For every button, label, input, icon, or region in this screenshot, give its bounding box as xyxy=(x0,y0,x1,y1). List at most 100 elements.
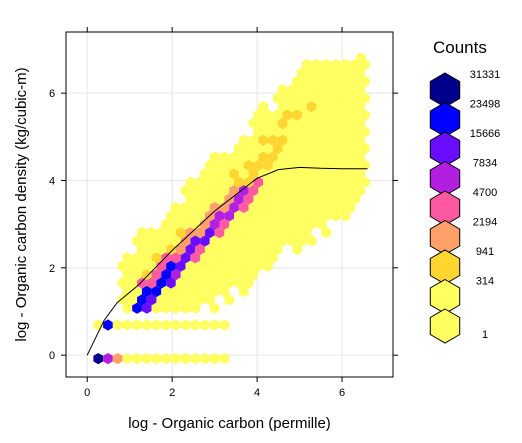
hex-cell xyxy=(146,294,157,306)
hex-cell xyxy=(360,75,370,87)
hex-cell xyxy=(151,285,162,297)
hex-cell xyxy=(195,260,205,272)
hex-cell xyxy=(253,260,264,272)
axis-ticks: 0 2 4 6 0 2 4 6 xyxy=(49,27,398,399)
hex-cell xyxy=(175,294,186,306)
legend: Counts 31331 23498 15666 7834 4700 2194 941 314… xyxy=(429,38,501,344)
hex-cell xyxy=(166,227,176,239)
hex-cell xyxy=(248,235,259,247)
hex-cell xyxy=(204,176,215,188)
hex-cell xyxy=(277,218,288,230)
hex-cell xyxy=(170,252,181,264)
hex-cell xyxy=(297,218,307,230)
hex-cell xyxy=(306,151,317,163)
hex-cell xyxy=(282,92,293,104)
hex-cell xyxy=(321,109,332,121)
legend-label: 314 xyxy=(476,276,494,288)
hex-cell xyxy=(345,84,356,96)
hex-cell xyxy=(355,168,365,180)
hex-cell xyxy=(234,193,244,205)
hex-cell xyxy=(141,269,152,281)
hex-cell xyxy=(122,302,133,314)
hex-cell xyxy=(214,210,225,222)
hex-cell xyxy=(117,260,128,272)
hex-cell xyxy=(234,176,244,188)
hex-cell xyxy=(306,185,317,197)
hex-cell xyxy=(321,75,332,87)
hex-cell xyxy=(355,185,365,197)
hex-cell xyxy=(190,353,201,365)
hex-cell xyxy=(360,143,370,155)
smooth-line xyxy=(86,166,368,356)
hex-cell xyxy=(301,126,312,138)
hex-cell xyxy=(331,176,341,188)
hex-cell xyxy=(356,52,366,64)
hex-cell xyxy=(180,185,191,197)
hex-cell xyxy=(258,235,268,247)
hex-cell xyxy=(345,67,356,79)
hex-cell xyxy=(209,185,220,197)
hex-cell xyxy=(238,201,249,213)
hex-cell xyxy=(340,159,351,171)
hex-cell xyxy=(263,243,273,255)
hex-cell xyxy=(267,151,278,163)
hex-cell xyxy=(282,143,293,155)
hex-cell xyxy=(161,353,171,365)
hex-cell xyxy=(200,319,210,331)
hex-cell xyxy=(263,159,273,171)
hex-cell xyxy=(248,201,259,213)
hex-cell xyxy=(267,117,278,129)
hex-cell xyxy=(297,101,307,113)
hex-cell xyxy=(316,134,327,146)
hex-cell xyxy=(112,319,123,331)
hex-cell xyxy=(219,353,230,365)
legend-label: 31331 xyxy=(470,69,501,81)
hex-cell xyxy=(267,134,278,146)
hex-cell xyxy=(311,176,322,188)
hex-cell xyxy=(238,168,249,180)
hex-cell xyxy=(243,260,254,272)
hex-cell xyxy=(224,277,235,289)
hex-cell xyxy=(190,201,201,213)
hex-cell xyxy=(93,353,104,365)
hex-cell xyxy=(209,302,220,314)
hex-cell xyxy=(301,176,312,188)
hex-cell xyxy=(258,201,268,213)
hex-cell xyxy=(200,185,210,197)
hex-cell xyxy=(234,210,244,222)
hex-cell xyxy=(306,218,317,230)
hex-cell xyxy=(141,285,152,297)
hex-cell xyxy=(263,260,273,272)
legend-label: 7834 xyxy=(473,158,497,170)
hex-cell xyxy=(175,243,186,255)
hex-cell xyxy=(209,319,220,331)
hex-cell xyxy=(190,285,201,297)
hex-cell xyxy=(175,260,186,272)
hex-cell xyxy=(224,227,235,239)
hex-cell xyxy=(311,75,322,87)
hex-cell xyxy=(355,101,365,113)
hex-cell xyxy=(214,260,225,272)
hex-cell xyxy=(214,243,225,255)
hex-cell xyxy=(340,193,351,205)
plot-frame xyxy=(65,31,394,378)
hex-cell xyxy=(335,185,346,197)
hex-cell xyxy=(340,210,351,222)
hex-cell xyxy=(141,353,152,365)
hex-cell xyxy=(306,235,317,247)
hex-cell xyxy=(326,101,336,113)
hex-cell xyxy=(204,260,215,272)
hex-cell xyxy=(316,117,327,129)
hex-cell xyxy=(166,243,176,255)
hex-cell xyxy=(297,185,307,197)
hex-cell xyxy=(204,294,215,306)
hex-cell xyxy=(190,235,201,247)
hex-cell xyxy=(243,176,254,188)
hex-cell xyxy=(253,227,264,239)
hex-cell xyxy=(263,109,273,121)
hex-cell xyxy=(166,210,176,222)
hex-cell xyxy=(297,134,307,146)
hex-cell xyxy=(326,168,336,180)
hex-cell xyxy=(326,201,336,213)
hex-cell xyxy=(209,285,220,297)
